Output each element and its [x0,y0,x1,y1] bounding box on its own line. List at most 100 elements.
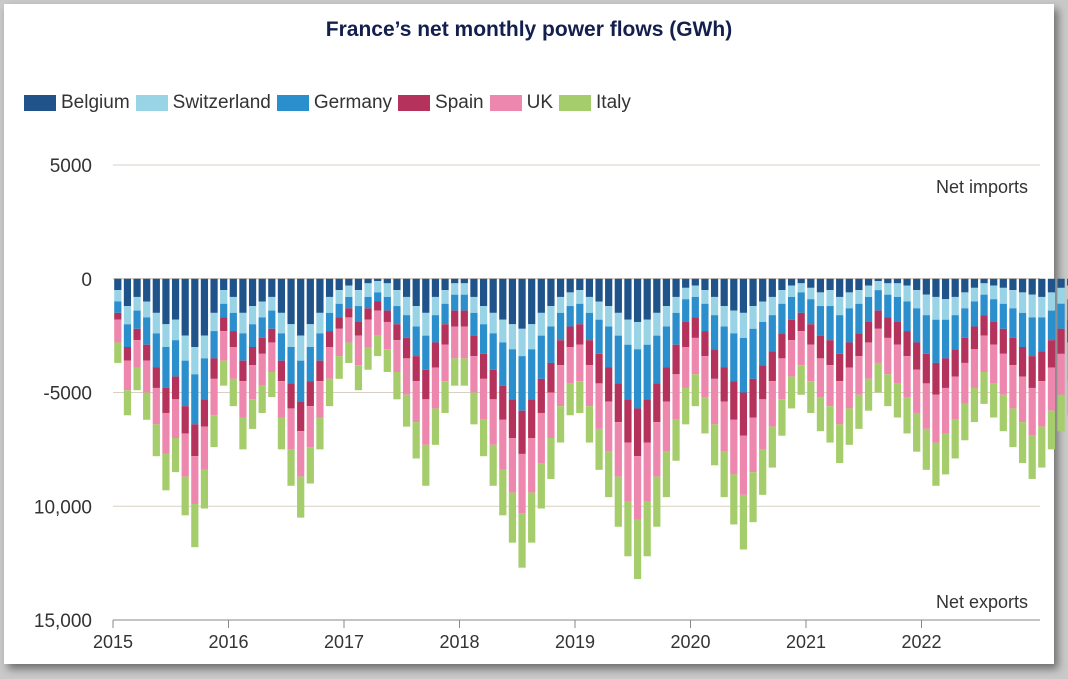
bar-segment-belgium [749,278,757,307]
x-tick-label: 2015 [93,632,133,652]
bar-segment-germany [123,324,132,347]
bar-segment-switzerland [325,296,334,313]
bar-segment-belgium [528,278,536,325]
bar-segment-spain [778,333,786,359]
bar-segment-switzerland [306,324,314,347]
bar-segment-switzerland [710,296,719,316]
bar-segment-uk [595,383,603,429]
bar-segment-germany [605,326,613,368]
bar-segment-germany [528,349,536,400]
bar-segment-italy [123,390,132,416]
bar-segment-belgium [624,278,632,320]
bar-segment-italy [816,397,825,432]
bar-segment-belgium [893,278,902,284]
bar-segment-belgium [181,278,189,336]
bar-segment-switzerland [181,335,189,361]
bar-segment-belgium [595,278,603,302]
bar-segment-switzerland [701,290,709,304]
bar-segment-spain [297,401,305,432]
bar-segment-germany [874,290,882,311]
bar-segment-spain [951,349,959,377]
bar-segment-uk [1028,387,1036,436]
bar-segment-uk [364,319,372,347]
bar-segment-germany [479,324,488,354]
bar-segment-uk [1018,376,1027,423]
bar-segment-spain [287,383,295,409]
bar-segment-spain [489,369,497,400]
bar-segment-germany [441,303,449,325]
bar-segment-spain [749,378,757,418]
bar-segment-uk [181,433,189,477]
bar-segment-italy [595,428,603,470]
bar-segment-germany [614,335,622,384]
bar-segment-uk [566,347,574,384]
bar-segment-spain [393,324,401,341]
bar-segment-italy [701,397,709,434]
bar-segment-spain [1028,356,1036,388]
x-tick-label: 2021 [786,632,826,652]
bar-segment-italy [297,476,305,518]
bar-segment-belgium [605,278,613,307]
bar-segment-uk [874,328,882,363]
bar-segment-uk [306,406,314,448]
bar-segment-switzerland [162,324,170,347]
bar-segment-spain [518,410,526,454]
bar-segment-germany [451,294,459,311]
bar-segment-spain [547,362,555,393]
bar-segment-spain [768,351,776,382]
bar-segment-germany [181,360,189,407]
bar-segment-italy [402,394,411,427]
bar-segment-italy [903,397,911,434]
bar-segment-uk [393,340,401,373]
bar-segment-belgium [325,278,334,297]
bar-segment-italy [268,372,276,398]
bar-segment-germany [268,310,276,329]
bar-segment-spain [1009,337,1017,366]
bar-segment-germany [162,347,170,388]
bar-segment-uk [980,335,988,373]
bar-segment-switzerland [374,281,382,293]
bar-segment-switzerland [1018,292,1027,313]
bar-segment-germany [990,299,998,322]
bar-segment-italy [422,444,430,486]
bar-segment-italy [633,519,642,580]
bar-segment-spain [691,317,699,338]
bar-segment-belgium [268,278,276,297]
bar-segment-switzerland [171,319,180,341]
y-tick-label: 0 [81,270,92,291]
bar-segment-spain [508,399,517,438]
bar-segment-germany [345,296,353,309]
bar-segment-belgium [585,278,594,297]
bar-segment-belgium [191,278,199,347]
bar-segment-spain [653,383,661,423]
bar-segment-switzerland [816,292,825,307]
bar-segment-germany [864,296,873,322]
bar-segment-uk [932,394,940,443]
bar-segment-germany [489,333,497,370]
bar-segment-spain [701,331,709,357]
bar-segment-belgium [123,278,132,307]
bar-segment-spain [730,381,738,420]
bar-segment-italy [460,358,468,386]
bar-segment-italy [171,438,180,473]
bar-segment-belgium [710,278,719,297]
bar-segment-switzerland [576,290,584,304]
bar-segment-switzerland [884,283,892,295]
bar-segment-uk [1057,353,1065,395]
bar-segment-uk [662,401,671,452]
bar-segment-spain [229,331,237,347]
bar-segment-italy [248,399,257,429]
bar-segment-switzerland [200,335,209,359]
bar-segment-germany [364,296,372,309]
bar-segment-belgium [836,278,844,297]
bar-segment-germany [1038,317,1046,352]
bar-segment-belgium [864,278,873,286]
bar-segment-switzerland [248,306,257,325]
bar-segment-italy [1009,408,1017,448]
bar-segment-switzerland [393,290,401,307]
bar-segment-belgium [152,278,160,313]
bar-segment-uk [239,381,247,418]
bar-segment-italy [306,447,314,484]
bar-segment-spain [605,367,613,402]
bar-segment-spain [316,360,324,382]
